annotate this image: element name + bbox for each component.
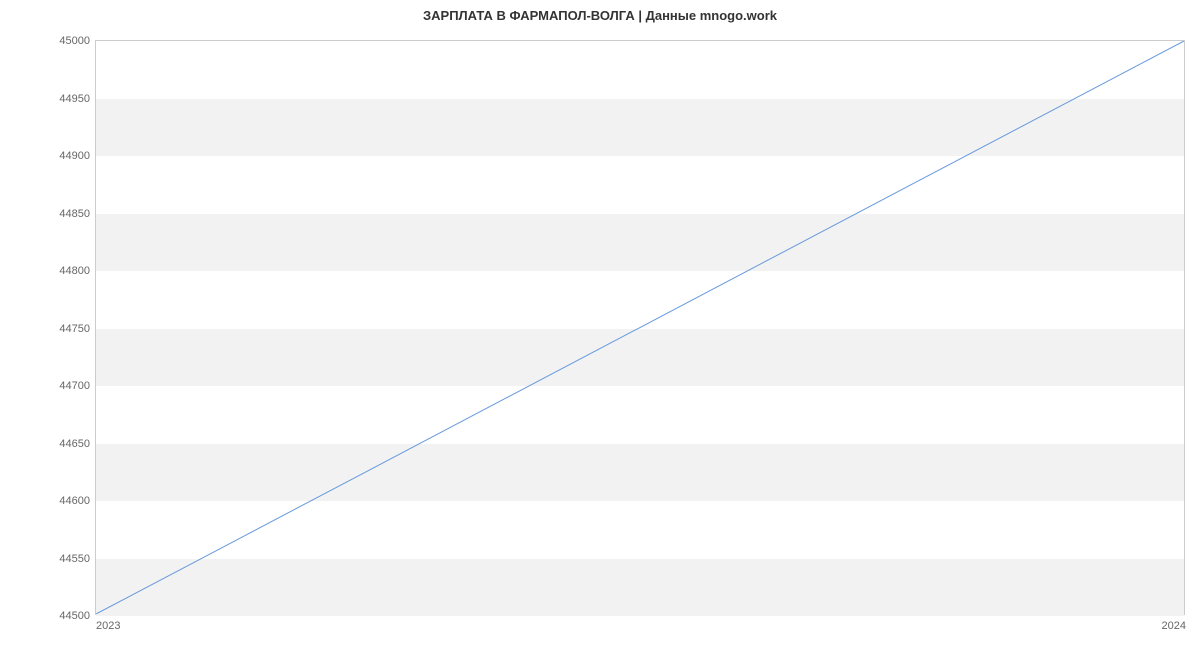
series-line <box>96 41 1184 614</box>
y-tick-label: 45000 <box>59 35 90 47</box>
y-tick-label: 44900 <box>59 150 90 162</box>
line-series <box>96 41 1184 614</box>
y-tick-label: 44700 <box>59 380 90 392</box>
y-tick-label: 44850 <box>59 208 90 220</box>
y-tick-label: 44750 <box>59 323 90 335</box>
y-tick-label: 44800 <box>59 265 90 277</box>
y-tick-label: 44500 <box>59 610 90 622</box>
y-tick-label: 44600 <box>59 495 90 507</box>
y-tick-label: 44550 <box>59 553 90 565</box>
x-tick-label: 2024 <box>1162 620 1186 632</box>
x-tick-label: 2023 <box>96 620 120 632</box>
y-tick-label: 44950 <box>59 93 90 105</box>
plot-area: 4450044550446004465044700447504480044850… <box>95 40 1185 615</box>
salary-line-chart: ЗАРПЛАТА В ФАРМАПОЛ-ВОЛГА | Данные mnogo… <box>0 0 1200 650</box>
y-tick-label: 44650 <box>59 438 90 450</box>
chart-title: ЗАРПЛАТА В ФАРМАПОЛ-ВОЛГА | Данные mnogo… <box>0 8 1200 23</box>
